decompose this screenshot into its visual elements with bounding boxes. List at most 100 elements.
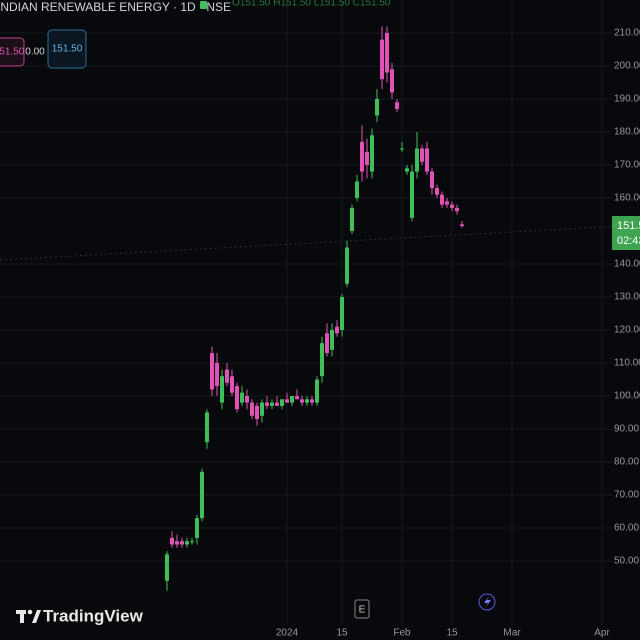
candle-body: [445, 201, 449, 205]
y-tick-label: 60.00: [614, 523, 639, 534]
sell-price[interactable]: 151.50: [0, 47, 25, 58]
spread: 0.00: [25, 47, 45, 58]
y-tick-label: 160.00: [614, 193, 640, 204]
buy-price[interactable]: 151.50: [52, 44, 83, 55]
candle-body: [325, 333, 329, 354]
candle-body: [315, 379, 319, 403]
candle-body: [300, 399, 304, 403]
event-marker[interactable]: E: [359, 605, 366, 616]
candle-body: [240, 392, 244, 403]
candle-body: [370, 135, 374, 172]
candle-body: [345, 247, 349, 284]
candle-body: [225, 369, 229, 383]
candle-body: [390, 69, 394, 93]
candle-body: [405, 168, 409, 172]
y-tick-label: 170.00: [614, 160, 640, 171]
y-tick-label: 190.00: [614, 94, 640, 105]
candle-body: [355, 181, 359, 198]
candles: [165, 26, 464, 591]
candle-body: [375, 99, 379, 116]
candle-body: [295, 396, 299, 400]
y-tick-label: 90.00: [614, 424, 639, 435]
candle-body: [305, 399, 309, 403]
y-tick-label: 70.00: [614, 490, 639, 501]
candle-body: [255, 405, 259, 420]
candle-body: [180, 541, 184, 545]
candle-body: [270, 402, 274, 406]
candle-body: [215, 363, 219, 387]
y-tick-label: 140.00: [614, 259, 640, 270]
candle-body: [170, 537, 174, 545]
candle-body: [230, 376, 234, 393]
candle-body: [410, 171, 414, 218]
y-tick-label: 130.00: [614, 292, 640, 303]
candle-body: [425, 148, 429, 172]
candle-body: [310, 399, 314, 403]
candle-body: [320, 343, 324, 377]
brand-name: TradingView: [43, 606, 144, 625]
candle-body: [340, 297, 344, 330]
axes: 210.00 200.00 190.00 180.00 170.00 160.00 140.…: [276, 28, 640, 639]
x-tick-label: Mar: [503, 628, 521, 639]
x-tick-label: 15: [336, 628, 348, 639]
candle-body: [420, 148, 424, 162]
candle-body: [455, 207, 459, 212]
x-tick-label: Apr: [594, 628, 610, 639]
candle-body: [365, 151, 369, 165]
candle-body: [260, 402, 264, 416]
sell-button[interactable]: [0, 37, 25, 67]
candle-body: [285, 399, 289, 403]
candle-body: [395, 102, 399, 109]
candle-body: [435, 188, 439, 195]
event-badge[interactable]: [354, 599, 370, 619]
x-tick-label: 15: [446, 628, 458, 639]
candle-body: [275, 402, 279, 406]
y-tick-label: 50.00: [614, 556, 639, 567]
buy-button[interactable]: [47, 29, 87, 69]
y-tick-label: 110.00: [614, 358, 640, 369]
candle-body: [450, 204, 454, 208]
lightning-bolt: [484, 596, 491, 608]
candle-body: [265, 402, 269, 406]
y-tick-label: 200.00: [614, 61, 640, 72]
y-tick-label: 80.00: [614, 457, 639, 468]
candle-body: [205, 412, 209, 443]
last-price: 151.50: [617, 220, 640, 232]
candle-body: [380, 39, 384, 80]
candle-body: [400, 148, 404, 150]
y-tick-label: 100.00: [614, 391, 640, 402]
candle-body: [415, 148, 419, 172]
candle-body: [185, 541, 189, 545]
last-price-box: [612, 216, 640, 250]
brand-logo: [16, 609, 41, 623]
price-line: [0, 224, 640, 261]
candle-body: [385, 33, 389, 73]
candle-body: [290, 396, 294, 403]
candle-body: [245, 396, 249, 403]
candle-body: [430, 171, 434, 189]
candle-body: [175, 541, 179, 545]
candle-body: [195, 518, 199, 538]
candle-body: [335, 326, 339, 334]
candle-body: [350, 207, 354, 231]
ohlc-legend: O151.50 H151.50 L151.50 C151.50: [232, 0, 391, 9]
candle-body: [250, 402, 254, 416]
candle-body: [280, 399, 284, 406]
candle-body: [165, 554, 169, 581]
candle-body: [190, 541, 194, 543]
candle-body: [200, 471, 204, 519]
status-dot: [200, 1, 207, 9]
lightning-icon[interactable]: [478, 593, 496, 611]
x-tick-label: Feb: [393, 628, 411, 639]
candle-body: [235, 386, 239, 410]
candle-body: [360, 141, 364, 172]
candle-body: [220, 376, 224, 403]
chart-title: INDIAN RENEWABLE ENERGY · 1D · NSE: [0, 0, 231, 14]
x-tick-label: 2024: [276, 628, 299, 639]
y-tick-label: 180.00: [614, 127, 640, 138]
candle-body: [460, 224, 464, 227]
candle-body: [210, 353, 214, 390]
y-tick-label: 210.00: [614, 28, 640, 39]
